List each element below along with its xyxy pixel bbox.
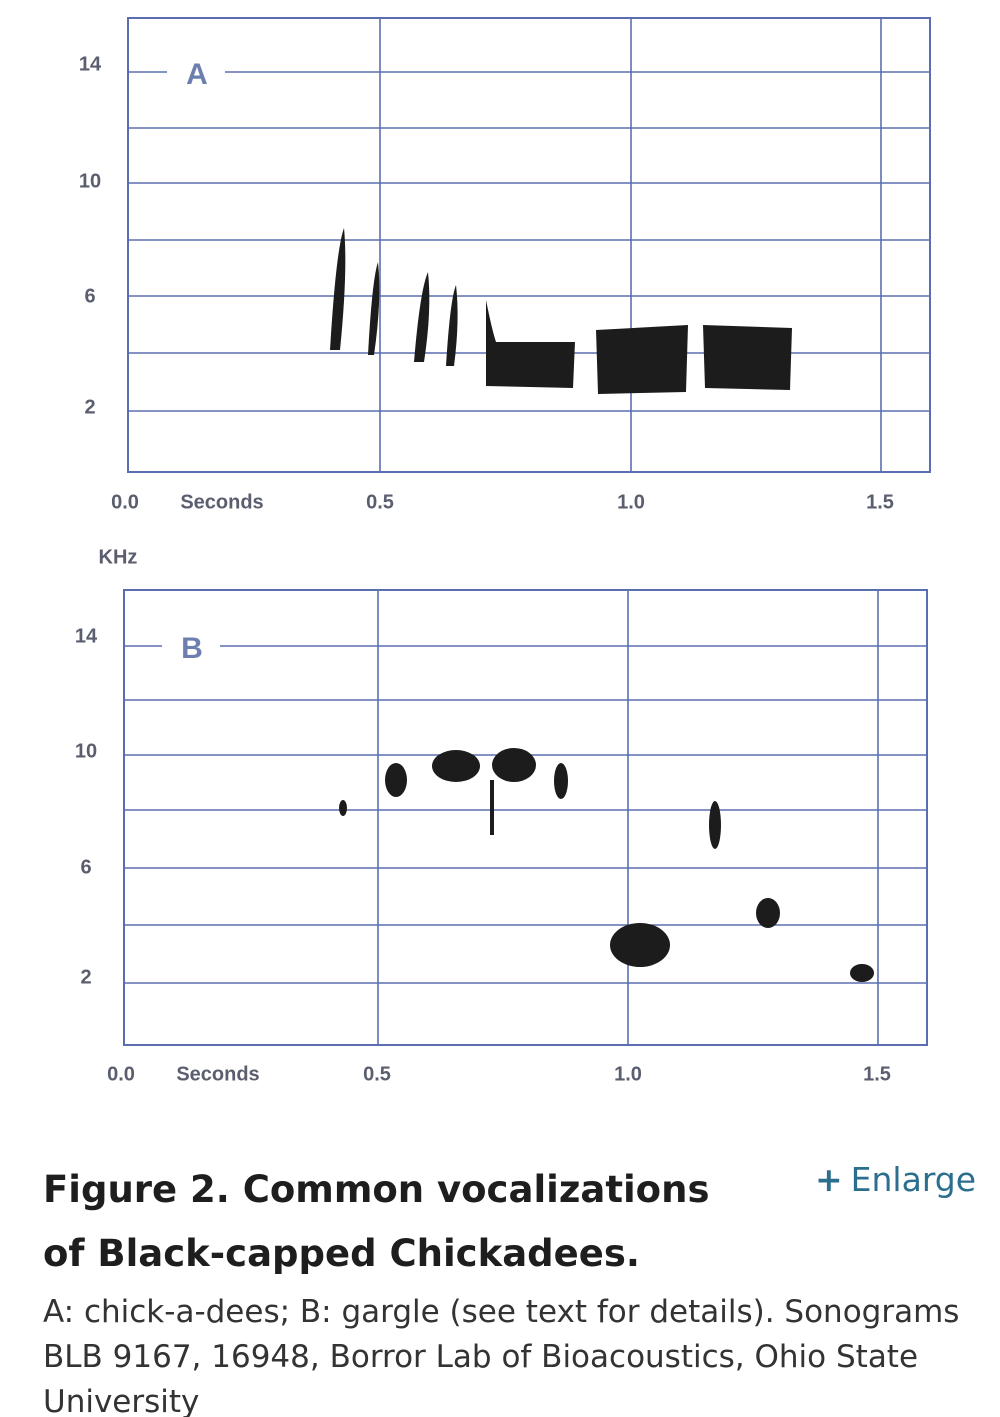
y-axis-label: 14 — [75, 625, 98, 647]
x-axis-label: 1.5 — [866, 491, 894, 513]
unit-label: KHz — [99, 546, 138, 568]
figure-caption: A: chick-a-dees; B: gargle (see text for… — [43, 1294, 960, 1417]
y-axis-label: 2 — [80, 966, 91, 988]
panel-label: B — [181, 632, 203, 665]
enlarge-label[interactable]: Enlarge — [850, 1160, 977, 1199]
sonogram-traces-b — [339, 748, 874, 982]
y-axis-label: 14 — [79, 53, 102, 75]
x-axis-label: Seconds — [180, 491, 263, 513]
x-axis-label: 0.0 — [107, 1063, 135, 1085]
panel-label: A — [186, 58, 208, 91]
x-axis-label: 0.0 — [111, 491, 139, 513]
y-axis-label: 6 — [84, 285, 95, 307]
y-axis-label: 2 — [84, 396, 95, 418]
x-axis-label: 0.5 — [363, 1063, 391, 1085]
plot-frame — [127, 17, 931, 473]
x-axis-label: Seconds — [176, 1063, 259, 1085]
enlarge-button[interactable]: + Enlarge — [815, 1160, 976, 1199]
plot-frame — [123, 589, 928, 1046]
plus-icon: + — [815, 1160, 843, 1199]
sonogram-figure: KHz 1.5 1.0 0.5 Seconds 0.0 2 6 10 14 B 1.5 1.0 0.5 Se… — [75, 17, 931, 1085]
y-axis-label: 10 — [79, 170, 101, 192]
x-axis-label: 0.5 — [366, 491, 394, 513]
y-axis-label: 6 — [80, 856, 91, 878]
x-axis-label: 1.0 — [614, 1063, 642, 1085]
x-axis-label: 1.0 — [617, 491, 645, 513]
sonogram-traces-a — [330, 228, 792, 394]
x-axis-label: 1.5 — [863, 1063, 891, 1085]
y-axis-label: 10 — [75, 740, 97, 762]
figure-title: Figure 2. Common vocalizations of Black-… — [43, 1168, 710, 1275]
